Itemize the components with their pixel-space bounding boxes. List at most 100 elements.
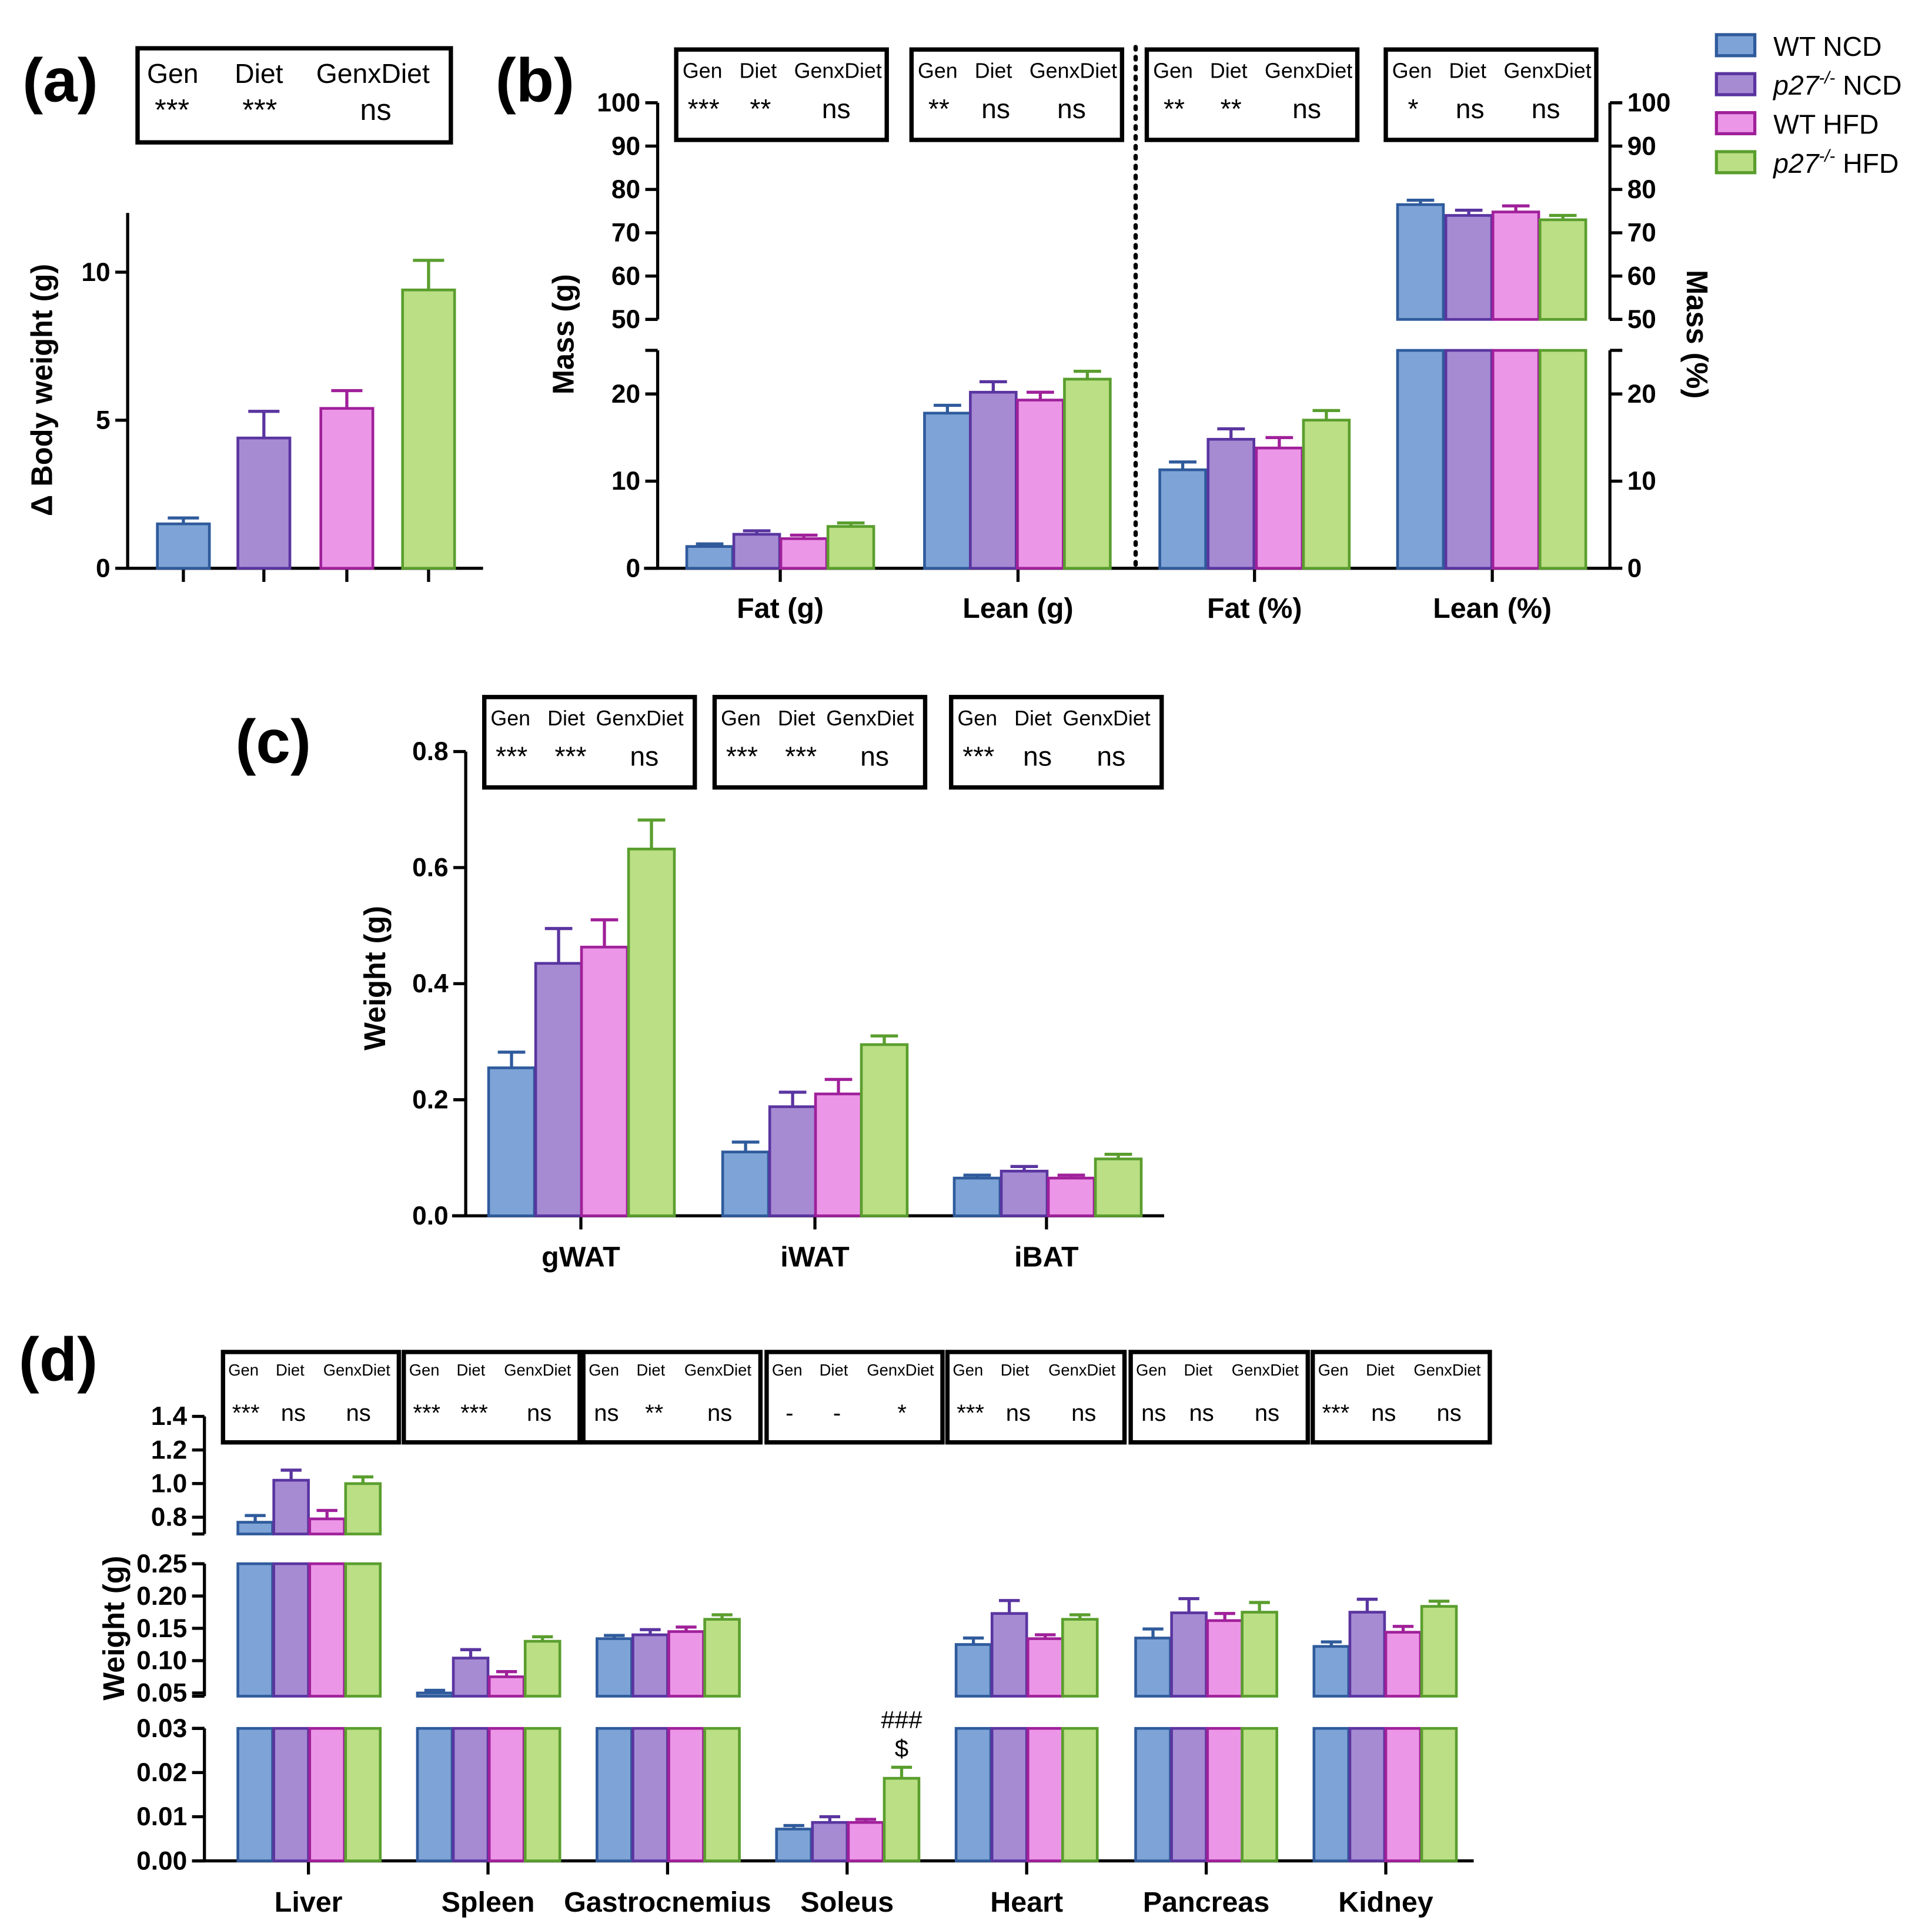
- stat-box-frame: [220, 1350, 402, 1445]
- stat-box-frame: [402, 1350, 582, 1445]
- y-axis-label: Δ Body weight (g): [25, 264, 59, 516]
- y-tick-label: 0.15: [136, 1614, 187, 1643]
- y-tick-label: 0.8: [412, 737, 448, 766]
- stat-header: Diet: [778, 707, 815, 730]
- bar-wt_ncd: [1134, 1637, 1172, 1698]
- stat-header: Diet: [1184, 1361, 1212, 1379]
- y-tick-label: 70: [1627, 219, 1656, 247]
- stat-header: GenxDiet: [684, 1361, 752, 1379]
- legend-label: p27-/- NCD: [1772, 68, 1901, 101]
- legend-label-prefix: p27: [1772, 148, 1820, 179]
- stat-header: Gen: [957, 707, 997, 730]
- stat-header: Diet: [820, 1361, 848, 1379]
- y-tick-label: 20: [611, 380, 640, 409]
- x-tick-label: Gastrocnemius: [564, 1886, 771, 1918]
- x-tick-label: Pancreas: [1143, 1886, 1269, 1918]
- bar-wt_hfd: [308, 1726, 346, 1862]
- stat-header: GenxDiet: [316, 58, 430, 89]
- stat-value: ***: [460, 1400, 488, 1426]
- y-tick-label: 0.10: [136, 1647, 187, 1675]
- stat-value: **: [928, 93, 950, 124]
- stat-value: *: [897, 1400, 907, 1426]
- bar-p27_hfd: [523, 1726, 561, 1862]
- legend-swatch: [1714, 111, 1757, 136]
- panel-label: (a): [22, 46, 98, 115]
- stat-header: GenxDiet: [1413, 1361, 1481, 1379]
- bar-wt_hfd: [847, 1821, 885, 1862]
- bar-wt_hfd: [1206, 1619, 1244, 1698]
- y-tick-label: 100: [597, 89, 640, 118]
- significance-annotation: $: [895, 1735, 908, 1762]
- bar-p27_hfd: [860, 1043, 909, 1217]
- bar-wt_ncd: [487, 1066, 536, 1217]
- stat-header: GenxDiet: [1265, 59, 1352, 83]
- bar-p27_ncd: [990, 1726, 1028, 1862]
- stat-value: **: [1164, 93, 1185, 124]
- bar-p27_ncd: [1444, 349, 1493, 570]
- stat-value: *: [1408, 93, 1419, 124]
- stat-value: ***: [962, 741, 994, 772]
- bar-p27_hfd: [1420, 1726, 1458, 1862]
- stat-box: Gen Diet GenxDiet ** ** ns: [1144, 47, 1360, 142]
- stat-value: ns: [527, 1400, 551, 1426]
- stat-header: GenxDiet: [794, 59, 882, 83]
- bar-p27_hfd: [826, 525, 875, 570]
- y-tick-label: 1.4: [151, 1402, 188, 1431]
- bar-p27_ncd: [1206, 437, 1256, 570]
- bar-wt_ncd: [236, 1726, 274, 1862]
- bar-wt_ncd: [954, 1643, 992, 1698]
- bar-p27_hfd: [1061, 1726, 1099, 1862]
- bar-p27_hfd: [1241, 1726, 1278, 1862]
- stat-value: **: [645, 1400, 663, 1426]
- bar-wt_ncd: [596, 1726, 633, 1862]
- stat-header: Gen: [1136, 1361, 1166, 1379]
- stat-box-frame: [674, 47, 889, 142]
- bar-p27_ncd: [631, 1726, 669, 1862]
- stat-header: Gen: [772, 1361, 803, 1379]
- bar-wt_hfd: [779, 537, 828, 570]
- bar-wt_ncd: [1158, 468, 1207, 570]
- legend-swatch: [1714, 150, 1757, 175]
- y-tick-label: 90: [1627, 132, 1656, 160]
- x-tick-label: Fat (%): [1207, 593, 1302, 624]
- bar-wt_hfd: [1384, 1631, 1422, 1698]
- bar-wt_hfd: [1016, 399, 1065, 570]
- y-axis-label: Mass (g): [546, 274, 580, 394]
- stat-value: ***: [413, 1400, 440, 1426]
- legend-label-suffix: NCD: [1835, 70, 1901, 101]
- bar-wt_hfd: [1026, 1726, 1064, 1862]
- bar-p27_hfd: [1420, 1605, 1458, 1698]
- stat-header: Diet: [975, 59, 1012, 83]
- bar-p27_ncd: [990, 1612, 1028, 1698]
- stat-box-frame: [949, 695, 1164, 790]
- stat-header: Gen: [589, 1361, 619, 1379]
- stat-header: Gen: [1153, 59, 1193, 83]
- stat-box: Gen Diet GenxDiet ns ** ns: [581, 1350, 763, 1445]
- bar-wt_ncd: [954, 1726, 992, 1862]
- panel-c: (c) 0.0 0.2 0.4 0.6 0.8 gWAT iWAT iBAT Weight (g)…: [235, 695, 1164, 1273]
- y-tick-label: 0.0: [412, 1202, 448, 1230]
- stat-value: ns: [1006, 1400, 1031, 1426]
- legend-item-p27_hfd: p27-/- HFD: [1714, 146, 1898, 179]
- y-tick-label: 0.20: [136, 1582, 187, 1611]
- x-tick-label: Fat (g): [737, 593, 824, 624]
- bar-p27_hfd: [1538, 218, 1587, 321]
- bar-p27_ncd: [1348, 1611, 1386, 1698]
- y-axis-label-right: Mass (%): [1680, 270, 1714, 399]
- stat-header: Gen: [918, 59, 958, 83]
- significance-annotation: ###: [881, 1706, 922, 1734]
- stat-value: ***: [957, 1400, 984, 1426]
- bar-wt_ncd: [596, 1637, 633, 1698]
- y-axis-label: Weight (g): [97, 1556, 131, 1701]
- stat-value: ***: [242, 93, 277, 126]
- bar-p27_ncd: [1170, 1611, 1208, 1698]
- stat-box: Gen Diet GenxDiet *** *** ns: [402, 1350, 582, 1445]
- stat-header: Diet: [1210, 59, 1248, 83]
- y-tick-label: 5: [96, 406, 111, 435]
- stat-value: ns: [360, 93, 391, 126]
- stat-header: GenxDiet: [323, 1361, 391, 1379]
- panel-d: (d) 0.00 0.01 0.02 0.03 0.05 0.10 0.15 0.20 0.25 0…: [19, 1325, 1492, 1918]
- bar-p27_ncd: [452, 1726, 490, 1862]
- bar-wt_ncd: [721, 1150, 770, 1217]
